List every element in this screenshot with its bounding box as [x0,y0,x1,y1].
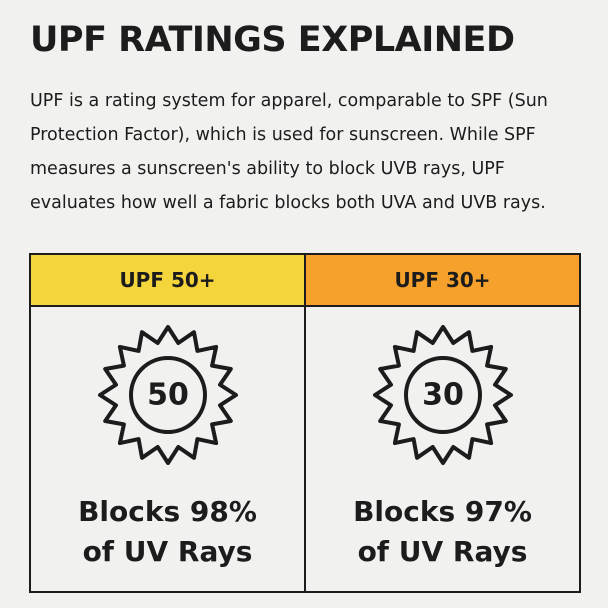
title: UPF RATINGS EXPLAINED [30,20,515,60]
column: UPF 50+ 50 Blocks 98% of UV Rays [31,255,304,591]
column-body: 30 Blocks 97% of UV Rays [306,307,579,591]
sun-rays [372,325,513,465]
sun-icon: 50 [97,325,238,465]
description: UPF is a rating system for apparel, comp… [30,91,548,213]
caption: Blocks 98% of UV Rays [78,492,257,572]
column-body: 50 Blocks 98% of UV Rays [31,307,304,591]
caption-line: of UV Rays [82,535,253,568]
sun-icon: 30 [372,325,513,465]
caption-line: of UV Rays [357,535,528,568]
comparison-table: UPF 50+ 50 Blocks 98% of UV Rays UPF 30+ 30 Bl… [29,253,581,593]
caption-line: Blocks 97% [353,495,532,528]
column: UPF 30+ 30 Blocks 97% of UV Rays [304,255,579,591]
sun-core [403,356,482,434]
column-header: UPF 30+ [306,255,579,307]
icon-number: 30 [422,378,464,413]
icon-number: 50 [147,378,189,413]
column-header: UPF 50+ [31,255,304,307]
sun-core [128,356,207,434]
caption: Blocks 97% of UV Rays [353,492,532,572]
sun-rays [97,325,238,465]
caption-line: Blocks 98% [78,495,257,528]
